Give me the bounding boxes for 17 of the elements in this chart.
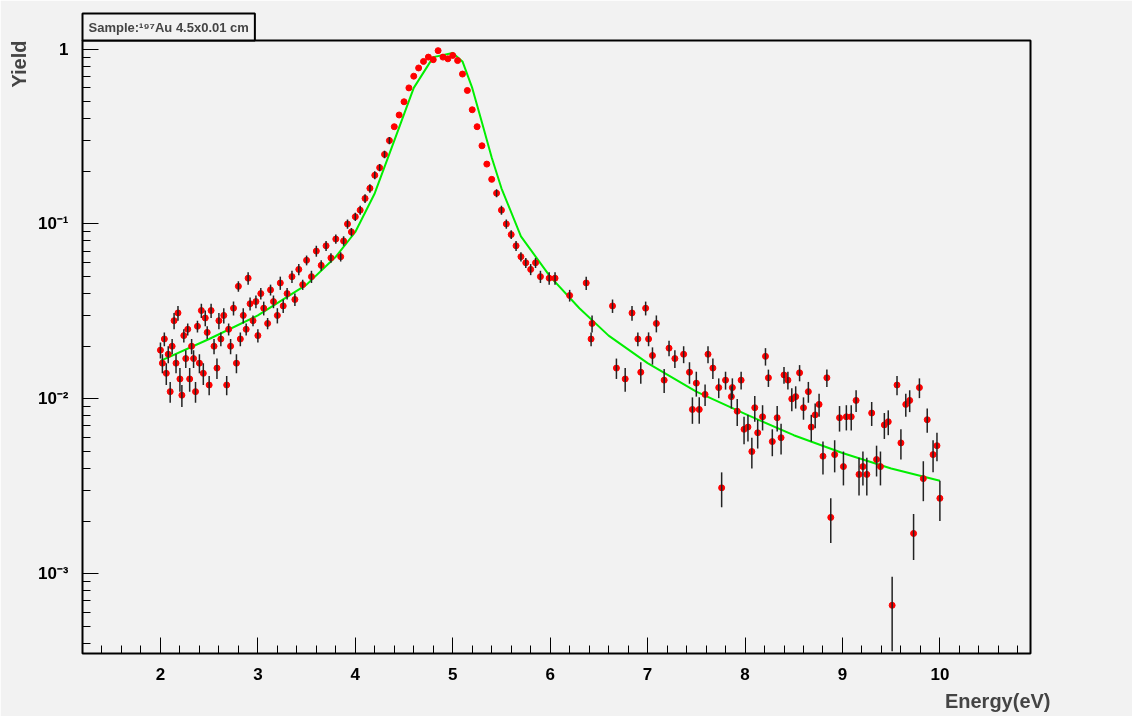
x-tick-label: 4 [350, 664, 361, 684]
y-tick-label: 10⁻¹ [37, 214, 69, 234]
x-tick-label: 2 [155, 664, 166, 684]
x-tick-label: 8 [740, 664, 750, 684]
x-tick-label: 3 [253, 664, 263, 684]
y-axis-title: Yield [7, 40, 30, 88]
y-tick-label: 10⁻³ [37, 564, 69, 584]
x-tick-label: 6 [545, 664, 555, 684]
line-series [159, 52, 941, 482]
x-tick-label: 9 [837, 664, 848, 684]
x-axis-title: Energy(eV) [944, 689, 1051, 712]
x-tick-label: 10 [930, 664, 950, 684]
y-tick-label: 1 [59, 39, 69, 59]
x-tick-label: 7 [642, 664, 653, 684]
chart-title: Sample:¹⁹⁷Au 4.5x0.01 cm [88, 19, 249, 35]
x-tick-label: 5 [448, 664, 458, 684]
y-tick-label: 10⁻² [37, 389, 69, 409]
